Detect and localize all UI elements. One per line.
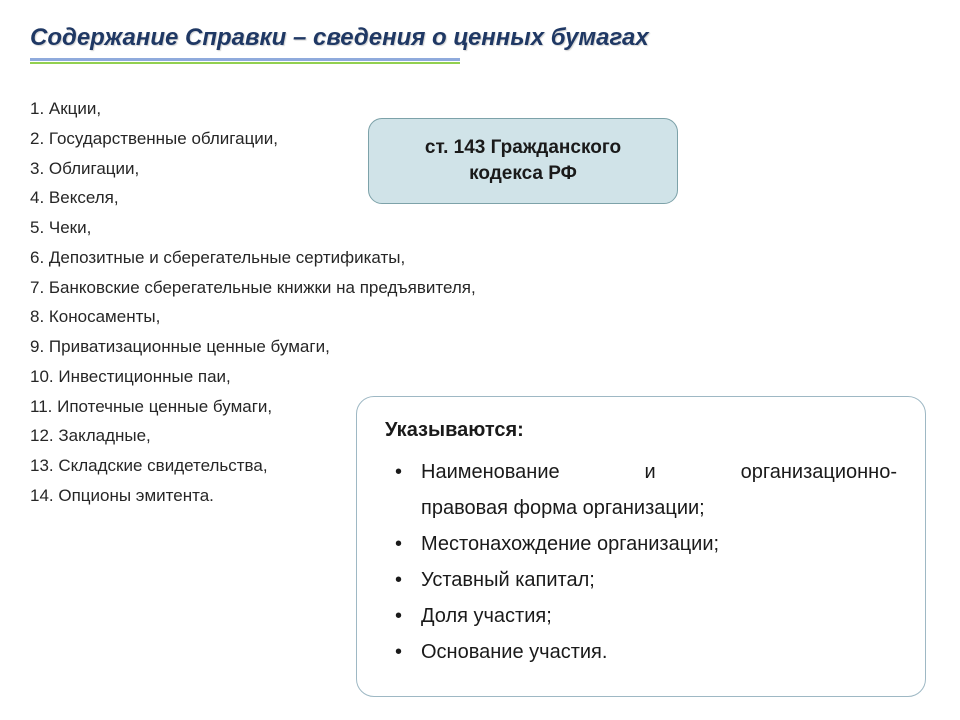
list-item: 8. Коносаменты, xyxy=(30,302,490,332)
info-item: Основание участия. xyxy=(407,634,897,670)
info-item: Местонахождение организации; xyxy=(407,526,897,562)
callout-line2: кодекса РФ xyxy=(469,163,577,184)
list-item: 6. Депозитные и сберегательные сертифика… xyxy=(30,243,490,273)
callout-line1: ст. 143 Гражданского xyxy=(425,137,621,158)
info-heading: Указываются: xyxy=(385,419,897,442)
info-item: Уставный капитал; xyxy=(407,562,897,598)
list-item: 5. Чеки, xyxy=(30,213,490,243)
list-item: 10. Инвестиционные паи, xyxy=(30,362,490,392)
required-info-box: Указываются: Наименование и организацион… xyxy=(356,396,926,697)
list-item: 9. Приватизационные ценные бумаги, xyxy=(30,332,490,362)
info-item: Наименование и организационно- правовая … xyxy=(407,454,897,526)
legal-reference-callout: ст. 143 Гражданского кодекса РФ xyxy=(368,118,678,204)
page-title: Содержание Справки – сведения о ценных б… xyxy=(30,24,930,52)
info-item: Доля участия; xyxy=(407,598,897,634)
list-item: 7. Банковские сберегательные книжки на п… xyxy=(30,273,490,303)
title-underline xyxy=(30,58,930,64)
